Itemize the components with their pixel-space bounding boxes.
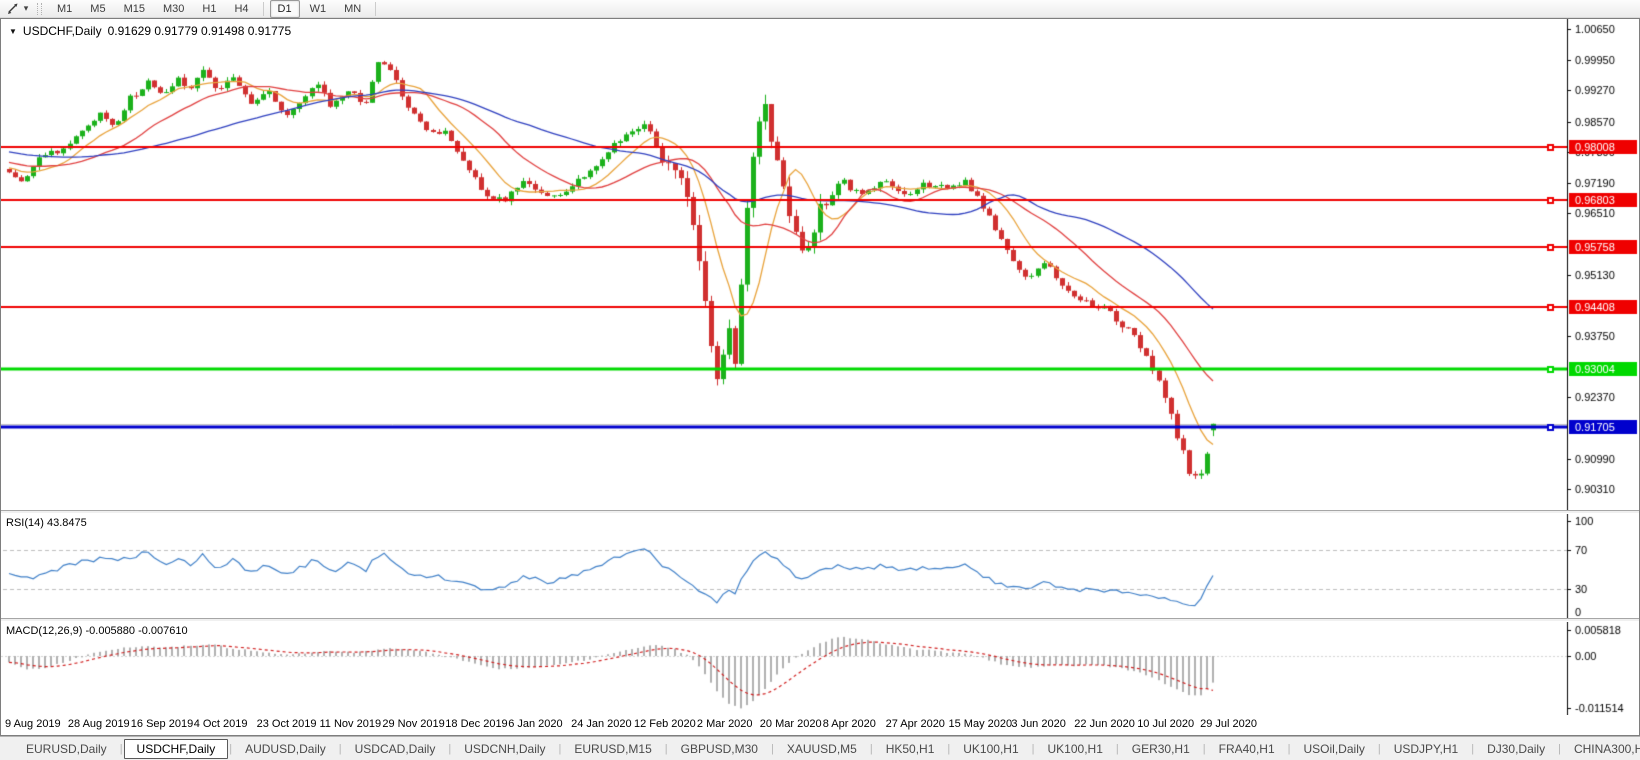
toolbar-separator xyxy=(262,1,264,16)
chart-tabs-list: EURUSD,Daily USDCHF,Daily AUDUSD,Daily USDC… xyxy=(14,738,1640,759)
tab-separator xyxy=(339,743,342,755)
date-label: 16 Sep 2019 xyxy=(130,718,194,730)
rsi-indicator-name: RSI(14) xyxy=(6,517,44,529)
macd-label: MACD(12,26,9) -0.005880 -0.007610 xyxy=(6,625,188,637)
tab-separator xyxy=(1471,743,1474,755)
tab-separator xyxy=(1558,743,1561,755)
timeframe-button-w1[interactable]: W1 xyxy=(309,2,327,15)
panel-divider[interactable] xyxy=(1,618,1639,622)
tab-china300-h4[interactable]: CHINA300,H4 xyxy=(1573,741,1640,756)
macd-panel: MACD(12,26,9) -0.005880 -0.007610 xyxy=(1,622,1639,715)
tab-ger30-h1[interactable]: GER30,H1 xyxy=(1131,741,1190,756)
tab-separator xyxy=(229,743,232,755)
timeframe-button-m30[interactable]: M30 xyxy=(162,2,185,15)
date-label: 18 Dec 2019 xyxy=(445,718,508,730)
rsi-chart-canvas[interactable] xyxy=(1,514,1639,618)
chart-ohlc-values: 0.91629 0.91779 0.91498 0.91775 xyxy=(107,24,292,38)
date-label: 11 Nov 2019 xyxy=(319,718,382,730)
date-label: 9 Aug 2019 xyxy=(5,718,61,730)
rsi-panel: RSI(14) 43.8475 xyxy=(1,514,1639,618)
chart-title: ▼ USDCHF,Daily 0.91629 0.91779 0.91498 0… xyxy=(9,24,291,38)
macd-indicator-values: -0.005880 -0.007610 xyxy=(85,625,188,637)
timeframe-button-d1[interactable]: D1 xyxy=(269,0,300,18)
date-label: 6 Jan 2020 xyxy=(508,718,563,730)
date-label: 28 Aug 2019 xyxy=(67,718,130,730)
toolbar-separator xyxy=(375,1,377,16)
tab-separator xyxy=(665,743,668,755)
tab-xauusd-m5[interactable]: XAUUSD,M5 xyxy=(786,741,857,756)
date-label: 22 Jun 2020 xyxy=(1074,718,1135,730)
date-label: 8 Apr 2020 xyxy=(822,718,876,730)
tab-separator xyxy=(870,743,873,755)
tab-hk50-h1[interactable]: HK50,H1 xyxy=(885,741,935,756)
timeframe-toolbar: M1 M5 M15 M30 H1 H4 D1 W1 MN xyxy=(48,0,381,18)
macd-chart-canvas[interactable] xyxy=(1,622,1639,715)
timeframe-button-mn[interactable]: MN xyxy=(344,2,362,15)
rsi-indicator-value: 43.8475 xyxy=(46,517,87,529)
chart-symbol-period: USDCHF,Daily xyxy=(22,24,102,38)
date-label: 23 Oct 2019 xyxy=(256,718,317,730)
tab-fra40-h1[interactable]: FRA40,H1 xyxy=(1218,741,1275,756)
tool-dropdown-icon[interactable]: ▾ xyxy=(23,3,29,13)
tab-separator xyxy=(120,743,123,755)
date-label: 2 Mar 2020 xyxy=(696,718,753,730)
timeframe-button-h4[interactable]: H4 xyxy=(234,2,249,15)
date-label: 20 Mar 2020 xyxy=(759,718,822,730)
tab-uk100-h1[interactable]: UK100,H1 xyxy=(1047,741,1103,756)
date-label: 10 Jul 2020 xyxy=(1137,718,1195,730)
date-label: 27 Apr 2020 xyxy=(885,718,945,730)
tab-usdcnh-daily[interactable]: USDCNH,Daily xyxy=(464,741,546,756)
tab-usdchf-daily[interactable]: USDCHF,Daily xyxy=(123,738,229,759)
date-label: 12 Feb 2020 xyxy=(634,718,696,730)
tab-separator xyxy=(947,743,950,755)
tab-uk100-h1[interactable]: UK100,H1 xyxy=(963,741,1019,756)
tab-eurusd-m15[interactable]: EURUSD,M15 xyxy=(574,741,652,756)
date-label: 15 May 2020 xyxy=(948,718,1013,730)
timeframe-button-h1[interactable]: H1 xyxy=(202,2,217,15)
tab-eurusd-daily[interactable]: EURUSD,Daily xyxy=(26,741,107,756)
toolbar-grip[interactable] xyxy=(37,2,42,15)
chart-tabbar: EURUSD,Daily USDCHF,Daily AUDUSD,Daily USDC… xyxy=(0,736,1640,760)
date-label: 4 Oct 2019 xyxy=(193,718,248,730)
timeframe-button-m15[interactable]: M15 xyxy=(123,2,145,15)
date-label: 3 Jun 2020 xyxy=(1011,718,1066,730)
chart-title-dropdown-icon[interactable]: ▼ xyxy=(9,26,17,36)
tab-separator xyxy=(1288,743,1291,755)
tab-separator xyxy=(1116,743,1119,755)
panel-divider[interactable] xyxy=(1,510,1639,514)
tab-separator xyxy=(1203,743,1206,755)
main-toolbar: ▾ M1 M5 M15 M30 H1 H4 D1 W1 MN xyxy=(0,0,1640,18)
tab-usdjpy-h1[interactable]: USDJPY,H1 xyxy=(1393,741,1459,756)
chart-window: ▼ USDCHF,Daily 0.91629 0.91779 0.91498 0… xyxy=(0,18,1640,736)
date-label: 24 Jan 2020 xyxy=(571,718,632,730)
date-label: 29 Jul 2020 xyxy=(1200,718,1257,730)
timeframe-button-m5[interactable]: M5 xyxy=(90,2,106,15)
price-panel: ▼ USDCHF,Daily 0.91629 0.91779 0.91498 0… xyxy=(1,19,1639,510)
tab-gbpusd-m30[interactable]: GBPUSD,M30 xyxy=(680,741,758,756)
tab-separator xyxy=(1032,743,1035,755)
tab-usdcad-daily[interactable]: USDCAD,Daily xyxy=(354,741,436,756)
crosshair-icon xyxy=(7,3,17,14)
tab-usoil-daily[interactable]: USOil,Daily xyxy=(1303,741,1365,756)
macd-indicator-name: MACD(12,26,9) xyxy=(6,625,83,637)
main-chart-canvas[interactable] xyxy=(1,19,1639,510)
timeframe-button-m1[interactable]: M1 xyxy=(57,2,73,15)
tab-audusd-daily[interactable]: AUDUSD,Daily xyxy=(245,741,326,756)
crosshair-tool-button[interactable] xyxy=(3,1,21,16)
date-axis[interactable]: 9 Aug 2019 28 Aug 2019 16 Sep 2019 4 Oct 20… xyxy=(1,715,1639,735)
tab-separator xyxy=(1378,743,1381,755)
tab-separator xyxy=(448,743,451,755)
tab-separator xyxy=(559,743,562,755)
tab-dj30-daily[interactable]: DJ30,Daily xyxy=(1487,741,1546,756)
date-label: 29 Nov 2019 xyxy=(382,718,445,730)
tab-separator xyxy=(771,743,774,755)
rsi-label: RSI(14) 43.8475 xyxy=(6,517,87,529)
